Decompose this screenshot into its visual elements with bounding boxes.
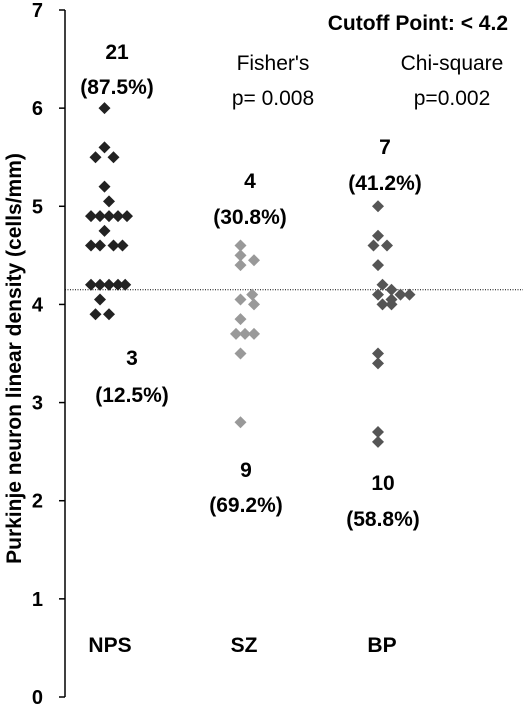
test-name-chi-square: Chi-square [401, 52, 504, 75]
data-point-nps [94, 210, 106, 223]
data-point-sz [234, 347, 247, 360]
data-point-sz [246, 288, 259, 301]
test-p-value-chi-square: p=0.002 [414, 87, 491, 110]
data-point-sz [248, 327, 260, 340]
above-count-nps: 21 [105, 41, 129, 64]
y-tick-label: 0 [32, 687, 43, 709]
data-point-bp [381, 239, 393, 252]
test-name-fisher: Fisher's [237, 52, 310, 75]
data-point-bp [376, 278, 389, 291]
below-count-nps: 3 [126, 347, 138, 370]
data-point-nps [85, 278, 97, 291]
category-label-bp: BP [367, 634, 396, 657]
data-point-nps [112, 278, 124, 291]
y-tick-label: 2 [32, 491, 43, 513]
above-count-bp: 7 [379, 136, 391, 159]
data-point-sz [234, 293, 247, 306]
data-point-bp [372, 426, 384, 439]
y-tick-label: 1 [32, 589, 43, 611]
y-axis-label: Purkinje neuron linear density (cells/mm… [3, 153, 26, 564]
data-point-nps [89, 308, 102, 321]
data-point-sz [234, 249, 247, 262]
below-pct-sz: (69.2%) [209, 494, 283, 517]
data-point-bp [372, 288, 384, 301]
cutoff-label: Cutoff Point: < 4.2 [328, 12, 508, 35]
above-pct-nps: (87.5%) [80, 76, 154, 99]
data-point-nps [116, 239, 129, 252]
data-point-sz [248, 298, 260, 311]
data-point-sz [239, 327, 251, 340]
below-pct-bp: (58.8%) [346, 508, 420, 531]
data-point-nps [94, 293, 106, 306]
data-point-nps [94, 239, 106, 252]
data-point-bp [403, 288, 416, 301]
data-point-bp [372, 357, 384, 370]
data-point-nps [103, 210, 115, 223]
data-point-sz [234, 313, 247, 326]
data-point-nps [119, 278, 132, 291]
data-point-bp [376, 298, 389, 311]
above-count-sz: 4 [244, 170, 256, 193]
data-point-bp [385, 293, 398, 306]
data-point-nps [85, 210, 97, 223]
data-point-bp [394, 288, 407, 301]
data-point-sz [234, 416, 247, 429]
data-point-nps [103, 278, 115, 291]
data-point-bp [367, 239, 380, 252]
y-axis: 0 1 2 3 4 5 6 7 Purkinje neuron linear density (… [3, 0, 66, 709]
y-tick-label: 5 [32, 196, 43, 218]
y-tick-label: 6 [32, 98, 43, 120]
data-point-bp [385, 283, 398, 296]
data-point-sz [248, 254, 260, 267]
data-point-nps [94, 278, 106, 291]
annotation-labels: NPS SZ BP 21 (87.5%) 3 (12.5%) 4 (30.8%) 9 (69.2%)… [80, 12, 508, 657]
data-point-nps [98, 141, 111, 154]
data-point-nps [121, 210, 133, 223]
data-point-sz [230, 327, 242, 340]
above-pct-bp: (41.2%) [348, 172, 422, 195]
data-point-bp [372, 259, 384, 272]
data-point-bp [372, 229, 384, 242]
data-point-nps [89, 151, 102, 164]
data-point-nps [103, 195, 115, 208]
data-point-bp [372, 435, 384, 448]
below-count-bp: 10 [371, 472, 394, 495]
above-pct-sz: (30.8%) [213, 206, 287, 229]
data-point-bp [372, 200, 384, 213]
category-label-sz: SZ [231, 634, 258, 657]
data-point-sz [234, 259, 247, 272]
data-points [85, 102, 416, 448]
y-tick-label: 7 [32, 0, 43, 22]
data-point-nps [107, 151, 120, 164]
data-point-nps [107, 239, 120, 252]
data-point-nps [112, 210, 124, 223]
data-point-nps [103, 308, 115, 321]
data-point-nps [85, 239, 97, 252]
below-count-sz: 9 [240, 459, 252, 482]
data-point-nps [98, 224, 111, 237]
category-label-nps: NPS [88, 634, 131, 657]
below-pct-nps: (12.5%) [95, 384, 169, 407]
data-point-nps [98, 102, 111, 115]
test-p-value-fisher: p= 0.008 [232, 87, 314, 110]
data-point-nps [98, 180, 111, 193]
y-tick-label: 3 [32, 393, 43, 415]
data-point-bp [372, 347, 384, 360]
data-point-sz [234, 239, 247, 252]
y-tick-label: 4 [32, 294, 44, 316]
